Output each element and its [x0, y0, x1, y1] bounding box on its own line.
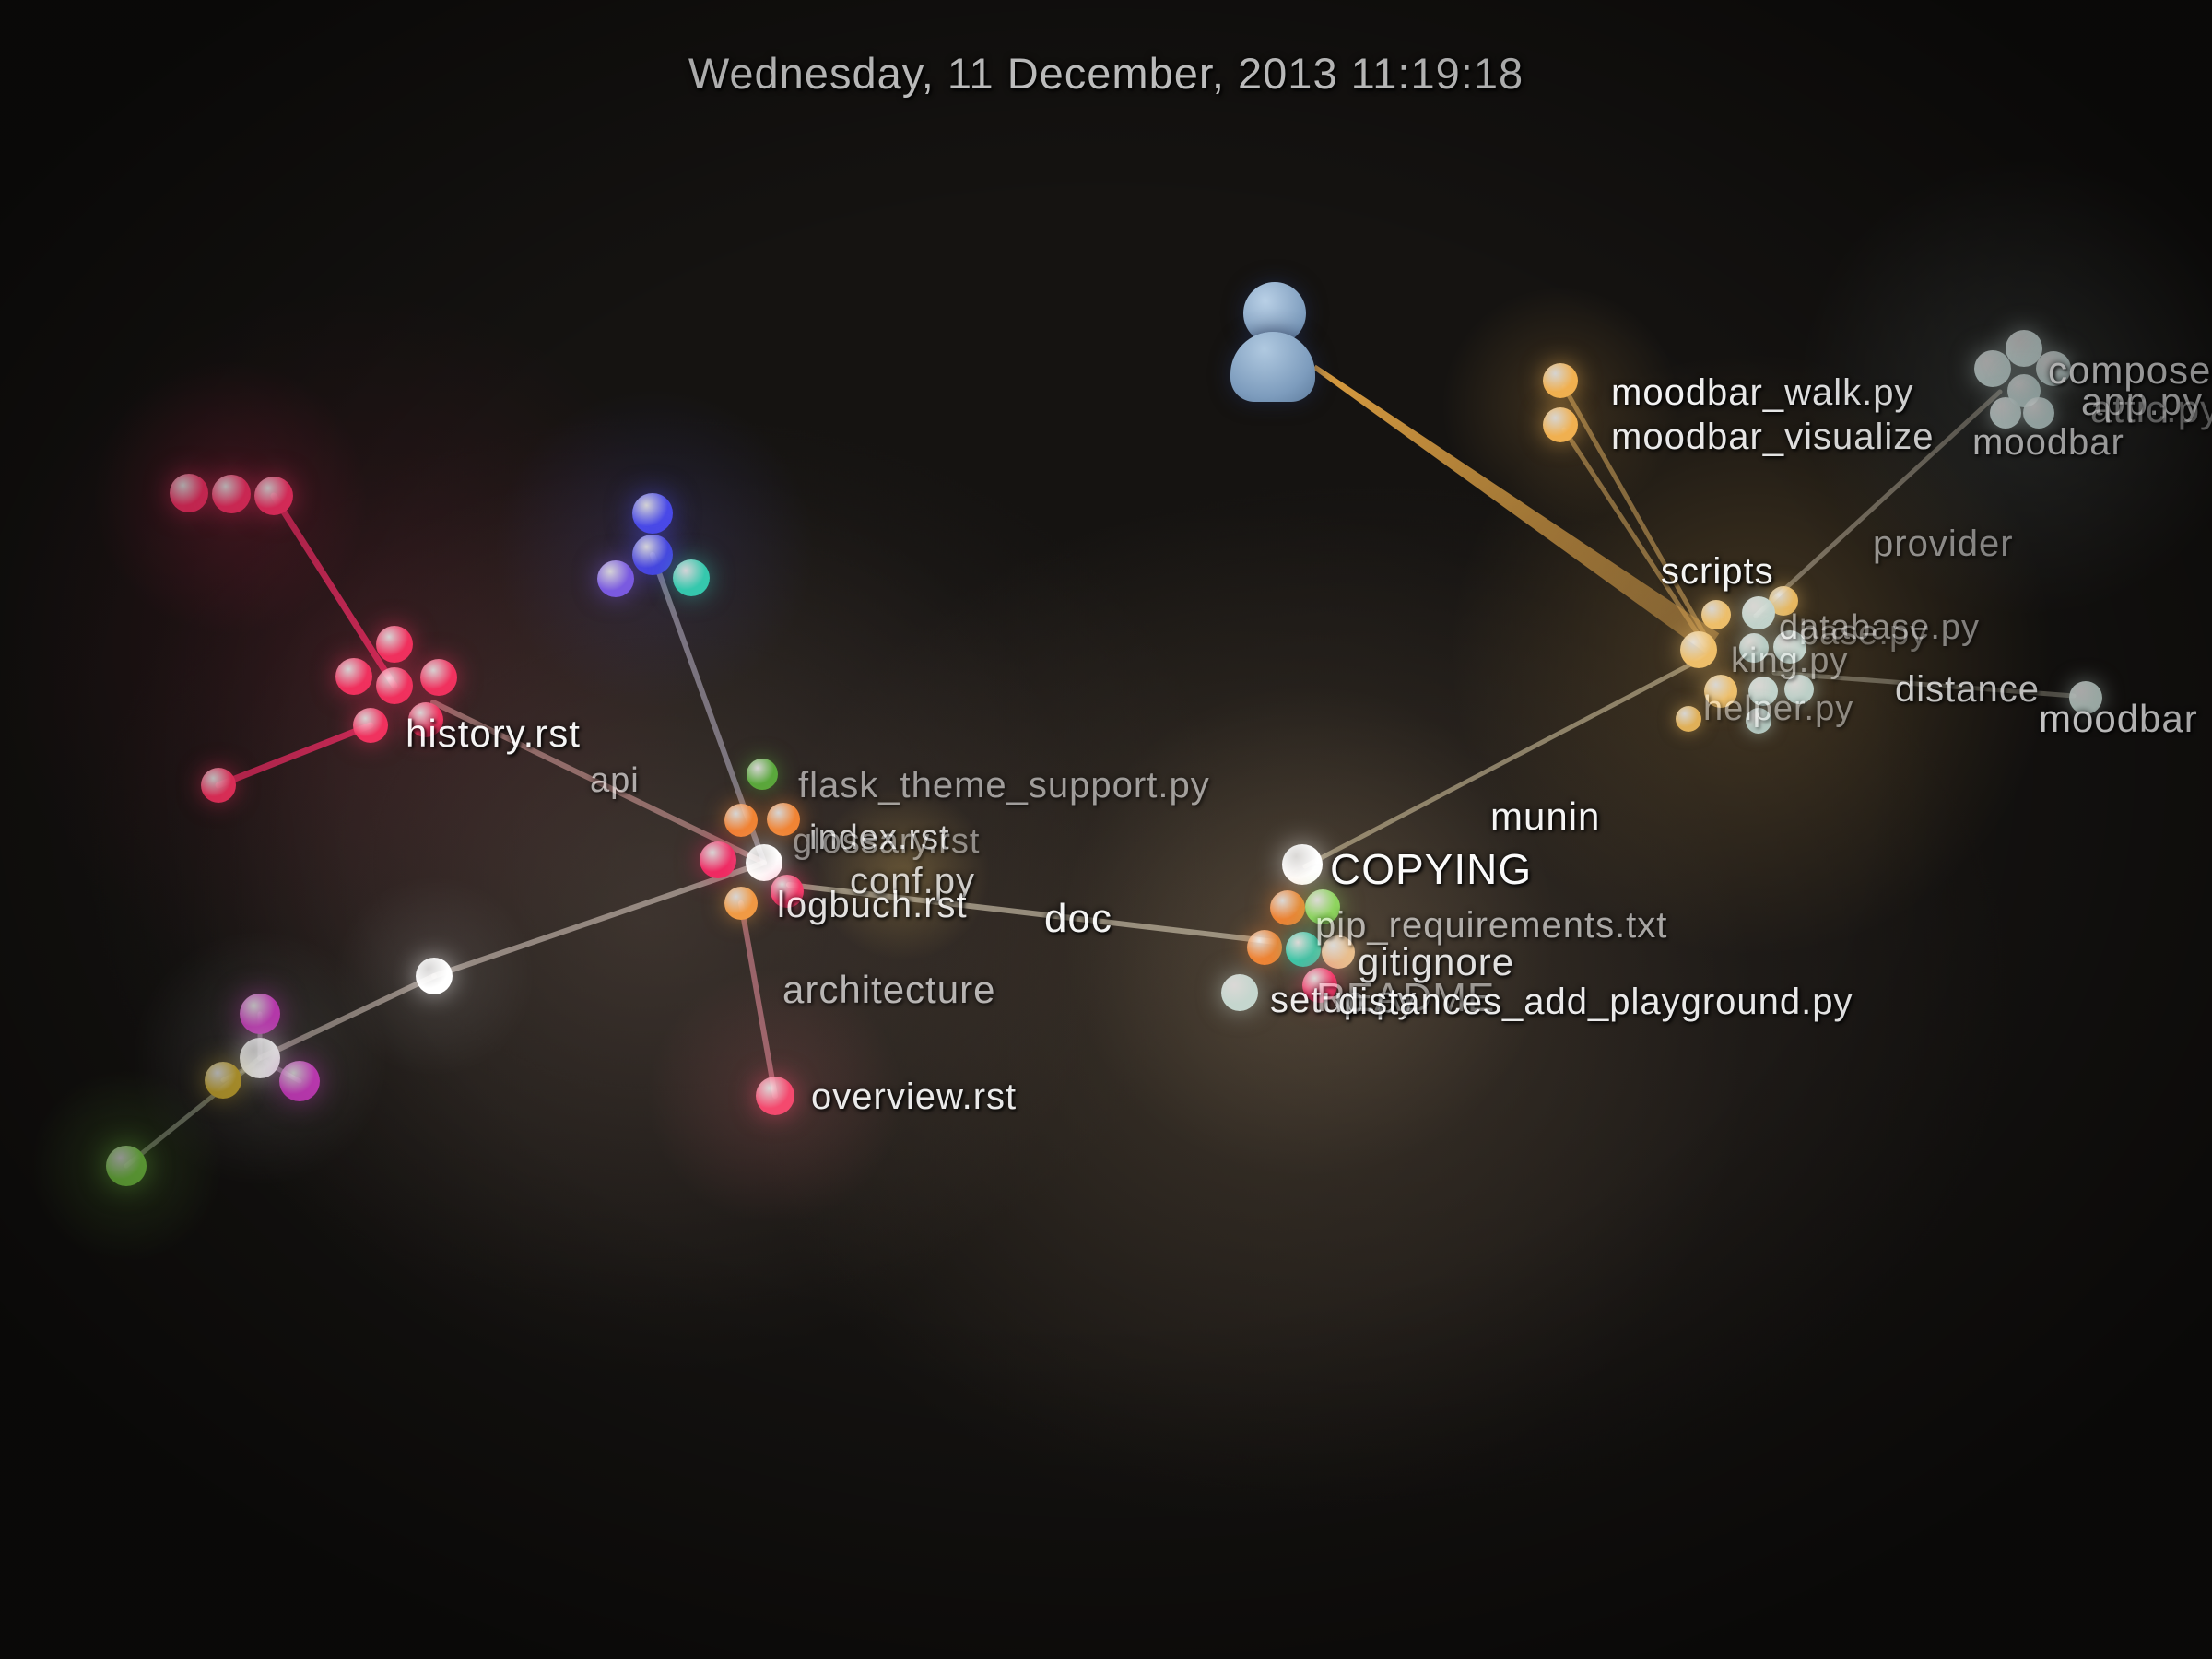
- edge: [431, 860, 767, 979]
- file-node: [254, 477, 293, 515]
- file-label: helper.py: [1703, 689, 1854, 728]
- file-node: [1282, 844, 1323, 885]
- file-node: [201, 768, 236, 803]
- file-node: [1676, 706, 1701, 732]
- file-label: overview.rst: [811, 1077, 1018, 1117]
- file-label: api: [590, 761, 640, 800]
- file-label: provider: [1873, 524, 2014, 564]
- file-node: [700, 841, 736, 878]
- file-label: architecture: [782, 968, 996, 1011]
- file-node: [632, 535, 673, 575]
- file-node: [632, 493, 673, 534]
- file-node: [597, 560, 634, 597]
- file-label: attic.py: [2090, 387, 2212, 430]
- file-node: [1247, 930, 1282, 965]
- file-label: history.rst: [406, 712, 581, 755]
- file-label: doc: [1044, 896, 1112, 941]
- file-node: [240, 994, 280, 1034]
- edge: [257, 973, 437, 1061]
- file-node: [1742, 596, 1775, 629]
- file-label: glossary.rst: [793, 822, 981, 861]
- file-node: [376, 626, 413, 663]
- file-node: [1680, 631, 1717, 668]
- file-node: [106, 1146, 147, 1186]
- edge: [1561, 427, 1708, 648]
- file-node: [746, 844, 782, 881]
- file-node: [1221, 974, 1258, 1011]
- file-label: logbuch.rst: [777, 885, 968, 925]
- edge: [738, 900, 778, 1099]
- file-node: [1543, 363, 1578, 398]
- file-node: [1543, 407, 1578, 442]
- file-label: moodbar_visualize: [1611, 417, 1935, 457]
- file-node: [673, 559, 710, 596]
- file-node: [279, 1061, 320, 1101]
- edge: [215, 722, 374, 789]
- edge: [270, 492, 398, 689]
- file-node: [756, 1077, 794, 1115]
- file-node: [1270, 890, 1305, 925]
- file-node: [416, 958, 453, 994]
- file-node: [240, 1038, 280, 1078]
- file-node: [212, 475, 251, 513]
- file-node: [1974, 350, 2011, 387]
- file-label: munin: [1490, 794, 1601, 838]
- file-node: [353, 708, 388, 743]
- file-node: [335, 658, 372, 695]
- contributor-avatar: [1227, 282, 1319, 411]
- file-node: [420, 659, 457, 696]
- file-label: COPYING: [1330, 845, 1533, 893]
- file-node: [376, 667, 413, 704]
- file-label: distances_add_playground.py: [1338, 982, 1853, 1022]
- file-node: [205, 1062, 241, 1099]
- file-label: scripts: [1661, 551, 1774, 592]
- file-label: moodbar_walk.py: [1611, 372, 1914, 413]
- file-node: [1701, 600, 1731, 629]
- file-label: distance: [1895, 669, 2040, 710]
- file-node: [724, 887, 758, 920]
- clock-datetime: Wednesday, 11 December, 2013 11:19:18: [688, 49, 1524, 98]
- avatar-torso-icon: [1230, 332, 1315, 402]
- file-node: [170, 474, 208, 512]
- file-label: flask_theme_support.py: [798, 765, 1210, 806]
- file-node: [724, 804, 758, 837]
- file-node: [747, 759, 778, 790]
- file-label: king.py: [1731, 641, 1849, 680]
- file-label: moodbar: [2039, 697, 2198, 740]
